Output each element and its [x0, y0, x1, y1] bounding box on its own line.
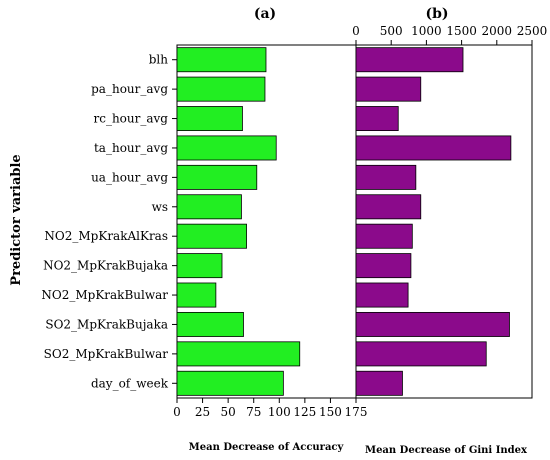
category-label-9: SO2_MpKrakBujaka: [45, 317, 168, 331]
x-tick-label-a-0: 0: [173, 405, 181, 419]
category-label-11: day_of_week: [91, 376, 169, 390]
category-label-7: NO2_MpKrakBujaka: [43, 259, 168, 273]
panel-a-title: (a): [254, 6, 276, 22]
bar-b-5: [355, 194, 422, 220]
x-tick-label-a-3: 75: [246, 405, 261, 419]
bar-b-8: [355, 282, 409, 308]
x-tick-label-a-5: 125: [293, 405, 316, 419]
bar-a-5: [176, 194, 242, 220]
category-label-5: ws: [152, 200, 168, 214]
category-label-6: NO2_MpKrakAlKras: [44, 229, 168, 243]
x-tick-label-b-0: 0: [352, 24, 360, 38]
bar-b-3: [355, 135, 512, 161]
x-tick-label-a-1: 25: [195, 405, 210, 419]
x-tick-label-b-2: 1000: [411, 24, 442, 38]
bar-a-3: [176, 135, 277, 161]
x-tick-label-a-7: 175: [345, 405, 368, 419]
category-label-8: NO2_MpKrakBulwar: [41, 288, 168, 302]
x-tick-label-a-2: 50: [221, 405, 236, 419]
category-label-2: rc_hour_avg: [94, 112, 169, 126]
panel-b-frame: [355, 44, 533, 399]
x-tick-label-b-3: 1500: [446, 24, 477, 38]
bar-a-9: [176, 311, 244, 337]
category-label-10: SO2_MpKrakBulwar: [44, 347, 169, 361]
category-label-4: ua_hour_avg: [91, 170, 168, 184]
x-tick-label-b-5: 2500: [517, 24, 548, 38]
category-label-1: pa_hour_avg: [91, 82, 168, 96]
y-axis-label: Predictor variable: [9, 154, 24, 285]
bar-b-10: [355, 341, 487, 367]
bar-a-0: [176, 47, 267, 73]
category-label-3: ta_hour_avg: [94, 141, 168, 155]
panel-b-x-axis-label: Mean Decrease of Gini Index: [365, 445, 528, 456]
panel-a-accuracy: 0 25 50 75 100 125 150 175 blh pa_hour_avg rc_hour…: [41, 44, 368, 419]
bar-a-4: [176, 164, 258, 190]
x-tick-label-b-1: 500: [380, 24, 403, 38]
bar-a-1: [176, 76, 266, 102]
bar-b-7: [355, 253, 412, 279]
bar-b-4: [355, 164, 417, 190]
x-tick-label-b-4: 2000: [482, 24, 513, 38]
bar-b-11: [355, 370, 403, 396]
bar-b-6: [355, 223, 413, 249]
panel-b-title: (b): [425, 6, 448, 22]
bar-a-2: [176, 106, 243, 132]
x-tick-label-a-4: 100: [268, 405, 291, 419]
bar-a-6: [176, 223, 247, 249]
bar-b-2: [355, 106, 399, 132]
bar-b-1: [355, 76, 422, 102]
x-tick-label-a-6: 150: [319, 405, 342, 419]
panel-a-x-axis-label: Mean Decrease of Accuracy: [189, 442, 345, 453]
bar-b-0: [355, 47, 464, 73]
category-label-0: blh: [149, 53, 169, 67]
bar-a-7: [176, 253, 223, 279]
bar-a-10: [176, 341, 301, 367]
panel-b-gini: 0 500 1000 1500 2000 2500: [352, 24, 548, 399]
bar-a-8: [176, 282, 217, 308]
bar-b-9: [355, 311, 510, 337]
bar-a-11: [176, 370, 284, 396]
